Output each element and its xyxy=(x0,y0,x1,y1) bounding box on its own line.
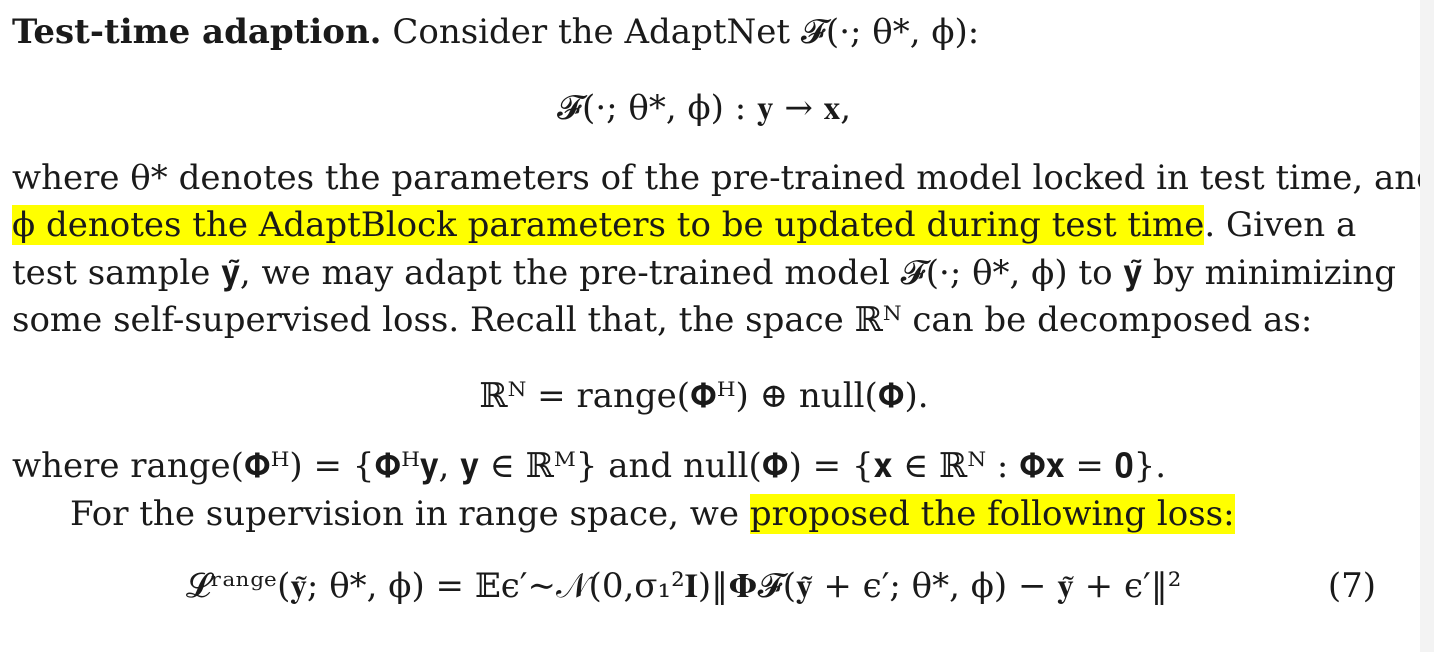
equation-decomposition: ℝᴺ = range(𝚽ᴴ) ⊕ null(𝚽). xyxy=(479,376,929,416)
highlighted-text-2: proposed the following loss: xyxy=(749,494,1235,534)
scrollbar-track[interactable] xyxy=(1420,0,1434,652)
equation-loss: 𝓛ʳᵃⁿᵍᵉ(𝐲̃; θ*, ϕ) = 𝔼ϵ′∼𝒩(0,σ₁²𝐈)‖𝚽𝓕(𝐲̃ … xyxy=(186,566,1182,606)
highlighted-text: ϕ denotes the AdaptBlock parameters to b… xyxy=(12,205,1205,245)
body-line-4: some self-supervised loss. Recall that, … xyxy=(12,300,1313,340)
body-line-2: ϕ denotes the AdaptBlock parameters to b… xyxy=(12,205,1356,245)
paragraph-intro: Consider the AdaptNet 𝓕(·; θ*, ϕ): xyxy=(381,12,980,52)
where-line: where range(𝚽ᴴ) = {𝚽ᴴ𝐲, 𝐲 ∈ ℝᴹ} and null… xyxy=(12,446,1167,486)
paragraph-title: Test-time adaption. xyxy=(12,12,382,52)
body-line-2-rest: . Given a xyxy=(1204,205,1357,245)
body-line-3: test sample 𝐲̃, we may adapt the pre-tra… xyxy=(12,253,1397,293)
equation-number: (7) xyxy=(1327,566,1376,606)
equation-mapping: 𝓕(·; θ*, ϕ) : 𝐲 → 𝐱, xyxy=(556,88,852,128)
supervision-text: For the supervision in range space, we xyxy=(70,494,750,534)
supervision-line: For the supervision in range space, we p… xyxy=(70,494,1235,534)
body-line-1: where θ* denotes the parameters of the p… xyxy=(12,158,1434,198)
paragraph-heading-line: Test-time adaption. Consider the AdaptNe… xyxy=(12,12,979,52)
